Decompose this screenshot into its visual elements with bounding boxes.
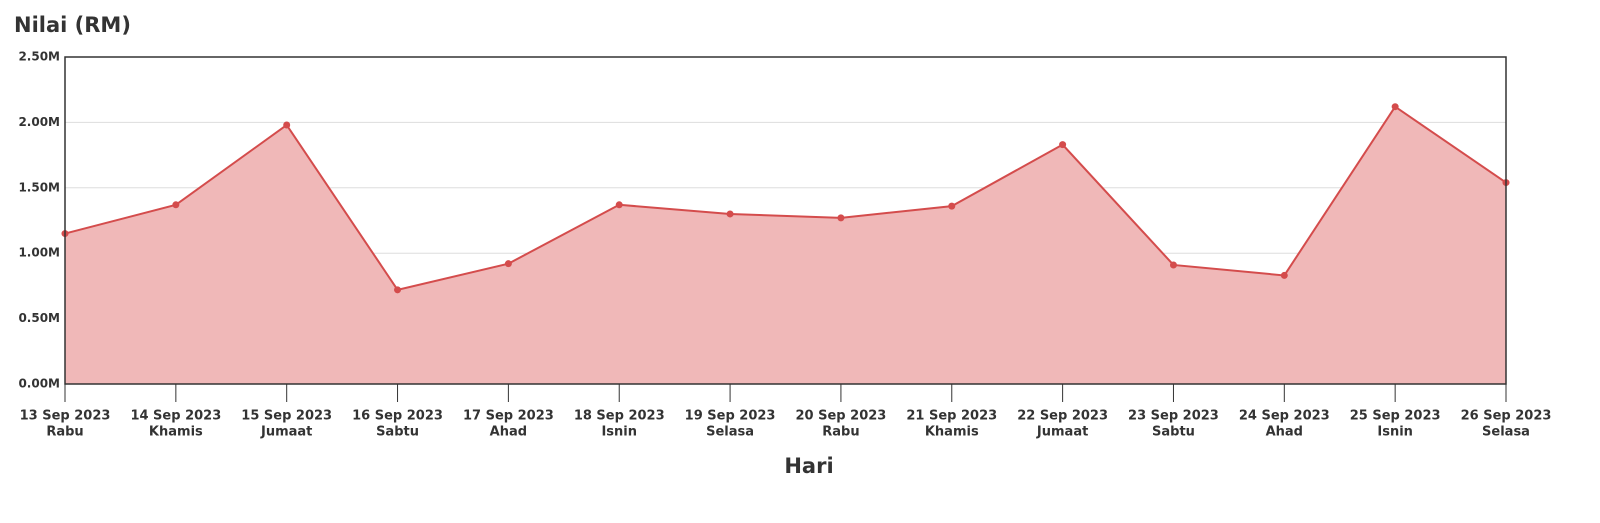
y-tick-label: 1.50M: [18, 180, 60, 194]
point: [948, 202, 956, 210]
point: [1059, 141, 1067, 149]
x-tick-label: 23 Sep 2023: [1128, 409, 1219, 424]
x-tick-sublabel: Sabtu: [1152, 425, 1195, 440]
y-tick-label: 2.50M: [18, 50, 60, 64]
x-tick-sublabel: Ahad: [490, 425, 527, 440]
point: [394, 286, 402, 294]
x-tick-sublabel: Khamis: [925, 425, 979, 440]
point: [1391, 103, 1399, 111]
x-tick-label: 26 Sep 2023: [1461, 409, 1552, 424]
plot-frame: [64, 56, 1507, 385]
x-tick-sublabel: Rabu: [46, 425, 83, 440]
x-tick-sublabel: Jumaat: [260, 425, 312, 440]
x-tick-sublabel: Sabtu: [376, 425, 419, 440]
x-tick-label: 17 Sep 2023: [463, 409, 554, 424]
point: [726, 210, 734, 218]
x-tick-sublabel: Isnin: [601, 425, 637, 440]
x-tick-sublabel: Rabu: [822, 425, 859, 440]
y-tick-label: 2.00M: [18, 115, 60, 129]
x-tick-label: 14 Sep 2023: [130, 409, 221, 424]
x-tick-sublabel: Khamis: [149, 425, 203, 440]
point: [1169, 261, 1177, 269]
x-tick-sublabel: Jumaat: [1036, 425, 1088, 440]
point: [283, 121, 291, 129]
point: [172, 201, 180, 209]
x-tick-label: 24 Sep 2023: [1239, 409, 1330, 424]
point: [837, 214, 845, 222]
area: [65, 106, 1506, 384]
x-tick-label: 20 Sep 2023: [796, 409, 887, 424]
x-tick-label: 25 Sep 2023: [1350, 409, 1441, 424]
x-tick-sublabel: Selasa: [706, 425, 754, 440]
y-tick-label: 1.00M: [18, 246, 60, 260]
x-axis-title: Hari: [784, 454, 833, 478]
x-tick-label: 19 Sep 2023: [685, 409, 776, 424]
x-tick-label: 13 Sep 2023: [20, 409, 111, 424]
x-tick-sublabel: Isnin: [1377, 425, 1413, 440]
x-tick-sublabel: Selasa: [1482, 425, 1530, 440]
x-tick-label: 16 Sep 2023: [352, 409, 443, 424]
x-tick-label: 22 Sep 2023: [1017, 409, 1108, 424]
x-tick-label: 21 Sep 2023: [906, 409, 997, 424]
point: [1280, 271, 1288, 279]
y-tick-label: 0.50M: [18, 311, 60, 325]
x-tick-label: 15 Sep 2023: [241, 409, 332, 424]
line: [64, 105, 1507, 291]
x-tick-sublabel: Ahad: [1266, 425, 1303, 440]
x-tick-label: 18 Sep 2023: [574, 409, 665, 424]
y-axis-title: Nilai (RM): [14, 13, 131, 37]
point: [615, 201, 623, 209]
point: [504, 260, 512, 268]
y-tick-label: 0.00M: [18, 377, 60, 391]
